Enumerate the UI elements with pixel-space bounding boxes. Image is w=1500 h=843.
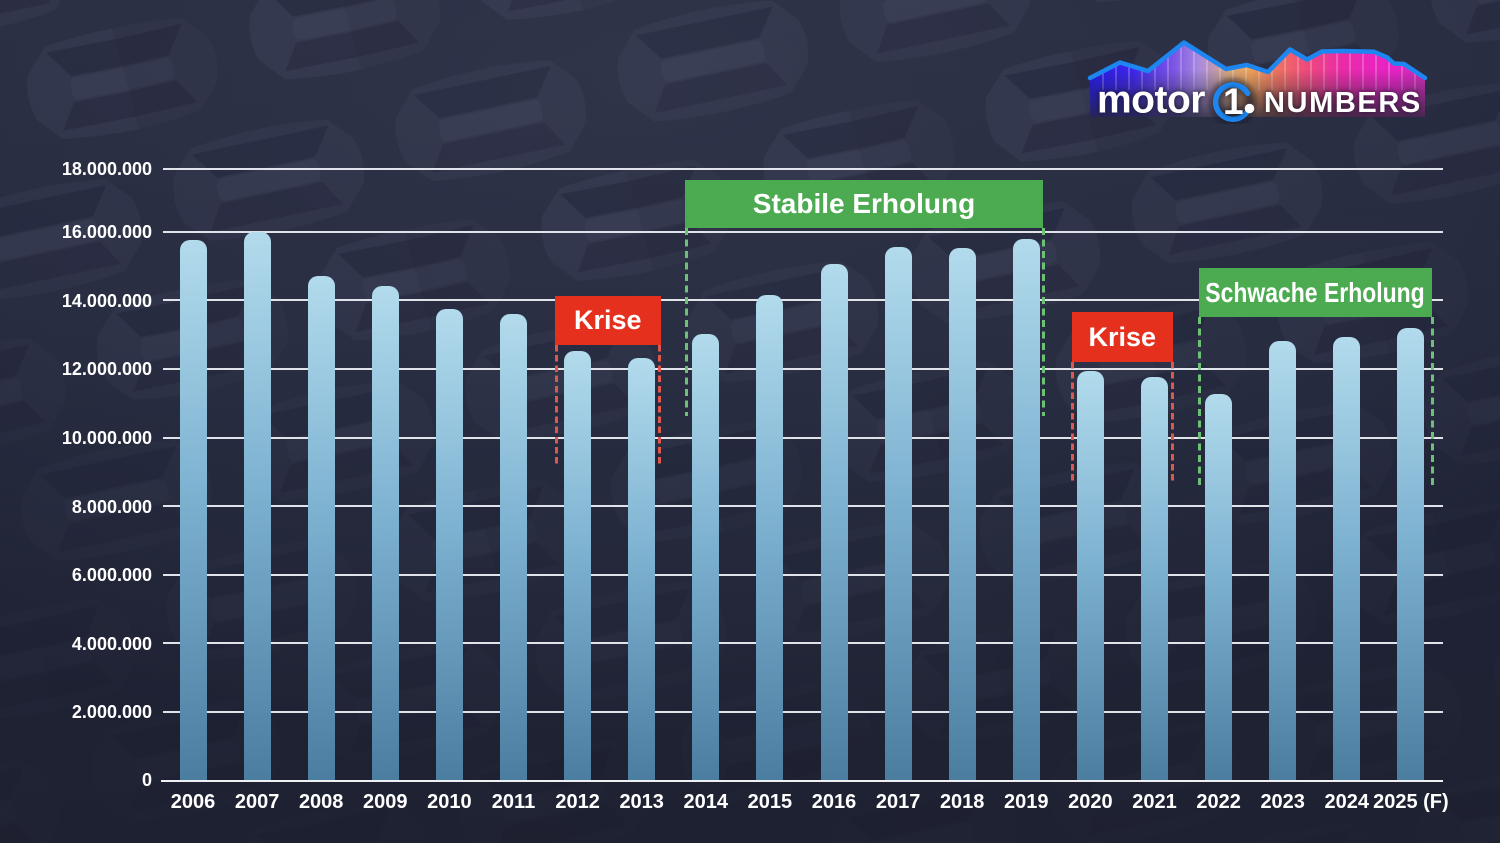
svg-text:motor: motor [1097, 79, 1205, 122]
svg-text:1: 1 [1223, 81, 1244, 122]
svg-text:NUMBERS: NUMBERS [1264, 87, 1422, 119]
